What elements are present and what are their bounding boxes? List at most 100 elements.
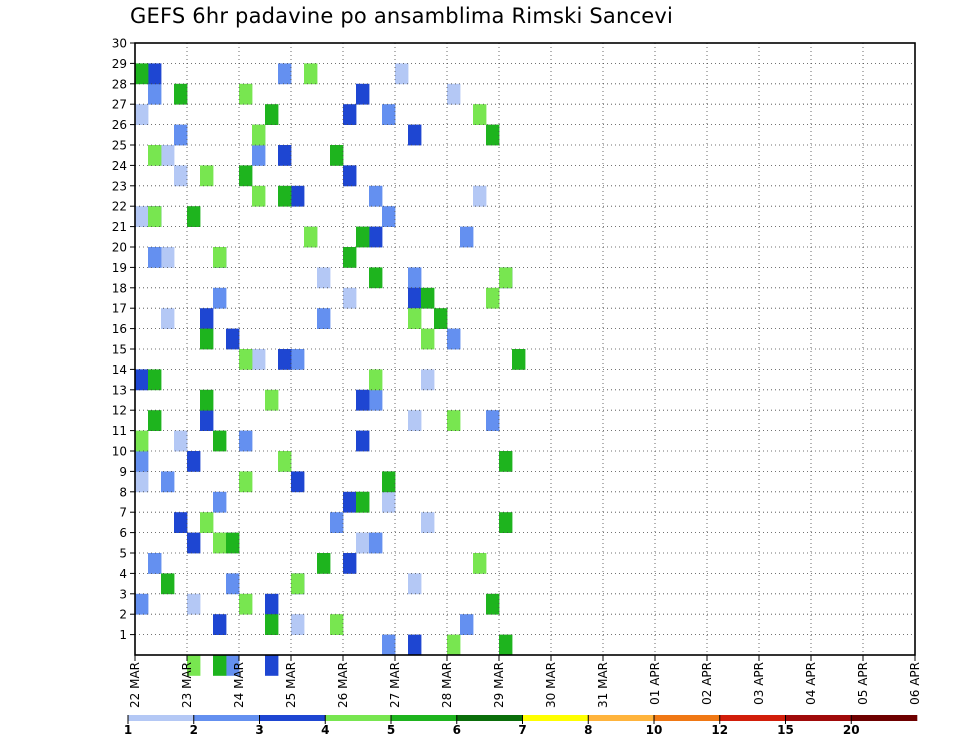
legend-swatch bbox=[193, 715, 260, 721]
precip-cell bbox=[343, 104, 357, 125]
precip-cell bbox=[421, 512, 435, 533]
precip-cell bbox=[304, 63, 318, 85]
precip-cell bbox=[174, 83, 188, 105]
precip-cell bbox=[174, 165, 188, 187]
legend-label: 15 bbox=[777, 723, 794, 737]
y-tick-label: 19 bbox=[112, 261, 127, 275]
precip-cell bbox=[200, 389, 214, 411]
precip-cell bbox=[252, 124, 266, 146]
precip-cell bbox=[161, 145, 175, 166]
x-tick-label: 22 MAR bbox=[128, 662, 142, 708]
precip-cell bbox=[343, 165, 357, 187]
precip-cell bbox=[434, 308, 448, 329]
y-tick-label: 14 bbox=[112, 363, 127, 377]
precip-cell bbox=[356, 226, 370, 248]
precip-cell bbox=[473, 104, 487, 125]
precip-cell bbox=[135, 593, 149, 615]
y-tick-label: 2 bbox=[119, 608, 127, 622]
precip-cell bbox=[408, 634, 422, 656]
precip-cell bbox=[187, 451, 201, 472]
precip-cell bbox=[239, 165, 253, 187]
x-tick-label: 23 MAR bbox=[180, 662, 194, 708]
legend-swatch bbox=[785, 715, 852, 721]
precipitation-cells bbox=[135, 63, 526, 676]
precip-cell bbox=[356, 532, 370, 554]
y-tick-label: 22 bbox=[112, 200, 127, 214]
precip-cell bbox=[499, 634, 513, 656]
precip-cell bbox=[135, 104, 149, 125]
y-tick-label: 10 bbox=[112, 445, 127, 459]
precip-cell bbox=[330, 614, 344, 635]
precip-cell bbox=[369, 185, 383, 207]
precip-cell bbox=[382, 471, 396, 493]
x-tick-label: 27 MAR bbox=[388, 662, 402, 708]
legend-swatch bbox=[259, 715, 326, 721]
legend-label: 4 bbox=[321, 723, 329, 737]
precip-cell bbox=[135, 206, 149, 227]
precip-cell bbox=[421, 369, 435, 391]
legend-swatch bbox=[128, 715, 195, 721]
precip-cell bbox=[213, 532, 227, 554]
x-tick-label: 05 APR bbox=[856, 662, 870, 705]
legend-label: 7 bbox=[518, 723, 526, 737]
precip-cell bbox=[369, 532, 383, 554]
y-tick-label: 15 bbox=[112, 343, 127, 357]
x-tick-label: 01 APR bbox=[648, 662, 662, 705]
precip-cell bbox=[226, 328, 240, 350]
x-tick-label: 29 MAR bbox=[492, 662, 506, 708]
precip-cell bbox=[278, 63, 292, 85]
legend-swatch bbox=[719, 715, 786, 721]
precip-cell bbox=[148, 206, 162, 227]
y-tick-label: 3 bbox=[119, 587, 127, 601]
y-tick-label: 18 bbox=[112, 281, 127, 295]
precip-cell bbox=[447, 634, 461, 656]
precip-cell bbox=[226, 573, 240, 595]
y-tick-label: 4 bbox=[119, 567, 127, 581]
x-tick-label: 28 MAR bbox=[440, 662, 454, 708]
precip-cell bbox=[473, 185, 487, 207]
precip-cell bbox=[447, 328, 461, 350]
precip-cell bbox=[291, 573, 305, 595]
precip-cell bbox=[187, 593, 201, 615]
precip-cell bbox=[148, 553, 162, 574]
precip-cell bbox=[200, 165, 214, 187]
precip-cell bbox=[460, 226, 474, 248]
precip-cell bbox=[343, 553, 357, 574]
y-tick-label: 8 bbox=[119, 485, 127, 499]
y-axis: 1234567891011121314151617181920212223242… bbox=[112, 37, 135, 642]
precip-cell bbox=[317, 553, 331, 574]
precip-cell bbox=[135, 369, 149, 391]
y-tick-label: 27 bbox=[112, 98, 127, 112]
precip-cell bbox=[200, 308, 214, 329]
precip-cell bbox=[291, 471, 305, 493]
legend-swatch bbox=[588, 715, 655, 721]
y-tick-label: 23 bbox=[112, 179, 127, 193]
y-tick-label: 29 bbox=[112, 57, 127, 71]
legend-swatch bbox=[522, 715, 589, 721]
y-tick-label: 16 bbox=[112, 322, 127, 336]
y-tick-label: 7 bbox=[119, 506, 127, 520]
y-tick-label: 25 bbox=[112, 139, 127, 153]
y-tick-label: 12 bbox=[112, 404, 127, 418]
precip-cell bbox=[161, 247, 175, 268]
y-tick-label: 20 bbox=[112, 241, 127, 255]
legend-label: 12 bbox=[711, 723, 728, 737]
y-tick-label: 11 bbox=[112, 424, 127, 438]
y-tick-label: 28 bbox=[112, 77, 127, 91]
precip-cell bbox=[239, 471, 253, 493]
precip-cell bbox=[278, 185, 292, 207]
precip-cell bbox=[317, 308, 331, 329]
precip-cell bbox=[382, 634, 396, 656]
precip-cell bbox=[343, 287, 357, 309]
precip-cell bbox=[187, 532, 201, 554]
precip-cell bbox=[213, 655, 227, 676]
precip-cell bbox=[408, 124, 422, 146]
precip-cell bbox=[213, 491, 227, 513]
y-tick-label: 17 bbox=[112, 302, 127, 316]
precip-cell bbox=[200, 410, 214, 431]
x-tick-label: 31 MAR bbox=[596, 662, 610, 708]
y-tick-label: 13 bbox=[112, 383, 127, 397]
precip-cell bbox=[330, 512, 344, 533]
x-tick-label: 26 MAR bbox=[336, 662, 350, 708]
